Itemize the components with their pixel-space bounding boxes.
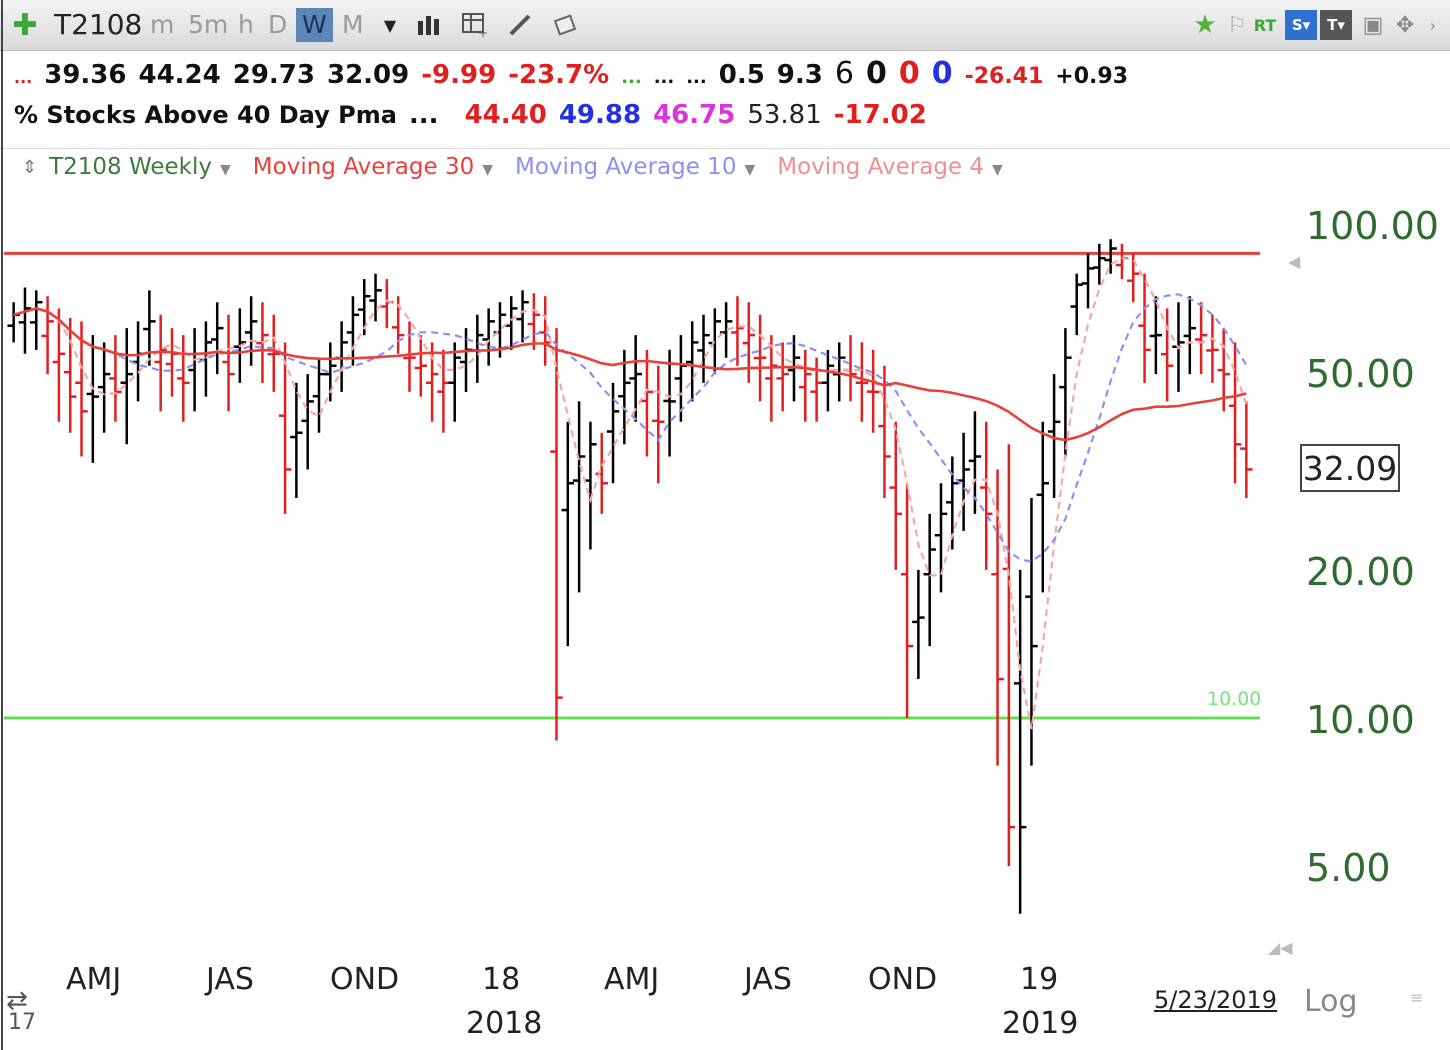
last-price-box: 32.09 <box>1300 444 1400 492</box>
symbol-label[interactable]: T2108 <box>54 8 143 41</box>
last-date-label: 5/23/2019 <box>1154 986 1278 1014</box>
chevron-down-icon: ▼ <box>220 162 231 178</box>
expand-icon[interactable]: › <box>1429 15 1437 35</box>
diff-value: -17.02 <box>833 100 927 130</box>
desc-dots: ... <box>408 100 439 130</box>
timeframe-hour[interactable]: h <box>238 10 254 39</box>
description-row: % Stocks Above 40 Day Pma ... 44.40 49.8… <box>14 100 939 144</box>
value-2: 9.3 <box>776 60 823 90</box>
draw-pencil-icon[interactable] <box>505 10 535 40</box>
value-3: 6 <box>834 56 854 91</box>
chart-toolbar: ✚ T2108 m 5m h D W M ▼ + ★ ⚐ RT S▾ T▾ ▣ … <box>0 0 1450 51</box>
legend-ma4-label: Moving Average 4 <box>777 154 985 180</box>
x-tick-ond-2018: OND <box>868 962 938 997</box>
value-6: 0 <box>931 56 953 91</box>
value-1: 0.5 <box>718 60 765 90</box>
x-year-2019: 2019 <box>1002 1006 1079 1041</box>
timeframe-dropdown-icon[interactable]: ▼ <box>383 15 397 35</box>
bar-style-icon[interactable] <box>415 10 445 40</box>
chevron-down-icon: ▼ <box>482 162 494 178</box>
legend-ma4[interactable]: Moving Average 4 ▼ <box>777 154 1003 180</box>
sort-arrows-icon[interactable]: ⇕ <box>22 156 38 178</box>
legend-ma30-label: Moving Average 30 <box>252 154 475 180</box>
change-value: -9.99 <box>421 60 497 90</box>
template-t-button[interactable]: T▾ <box>1320 10 1352 40</box>
value-4: 0 <box>865 56 887 91</box>
y-tick-20: 20.00 <box>1306 550 1415 594</box>
close-value: 32.09 <box>326 60 410 90</box>
refresh-icon[interactable]: ⇄ <box>6 986 28 1016</box>
svg-text:+: + <box>478 26 488 38</box>
legend-ma10-label: Moving Average 10 <box>515 154 737 180</box>
ma4-value: 46.75 <box>653 100 736 130</box>
chevron-down-icon: ▼ <box>744 162 756 178</box>
chart-legend: ⇕ T2108 Weekly ▼ Moving Average 30 ▼ Movin… <box>0 148 1450 185</box>
ma30-value: 44.40 <box>464 100 547 130</box>
y-tick-100: 100.00 <box>1306 204 1439 248</box>
share-s-button[interactable]: S▾ <box>1285 10 1317 40</box>
high-value: 44.24 <box>138 60 221 90</box>
indicator-name: % Stocks Above 40 Day Pma <box>14 101 397 129</box>
move-icon[interactable]: ✥ <box>1395 12 1415 38</box>
value-8: +0.93 <box>1055 64 1129 89</box>
timeframe-day[interactable]: D <box>268 10 288 39</box>
chevron-down-icon: ▼ <box>992 162 1003 178</box>
value-7: -26.41 <box>964 64 1044 89</box>
log-scale-toggle[interactable]: Log <box>1304 984 1358 1019</box>
timeframe-1min[interactable]: m <box>150 10 175 39</box>
quote-prefix: ... <box>14 68 33 87</box>
ma30-line <box>13 307 1247 442</box>
x-tick-amj-2018: AMJ <box>604 962 660 997</box>
x-tick-jas-2017: JAS <box>206 962 254 997</box>
legend-ma10[interactable]: Moving Average 10 ▼ <box>515 154 755 180</box>
favorite-star-icon[interactable]: ★ <box>1193 10 1217 40</box>
y-tick-5: 5.00 <box>1306 846 1391 890</box>
open-value: 39.36 <box>44 60 127 90</box>
dots-2: ... <box>686 67 707 88</box>
timeframe-month[interactable]: M <box>342 10 364 39</box>
save-icon[interactable]: ▣ <box>1362 12 1384 38</box>
support-level-label: 10.00 <box>1207 688 1262 710</box>
x-left-label: 17 <box>8 1010 36 1035</box>
timeframe-5min[interactable]: 5m <box>188 10 229 39</box>
legend-series[interactable]: T2108 Weekly ▼ <box>49 154 231 180</box>
menu-lines-icon[interactable]: ≡ <box>1410 988 1424 1007</box>
x-tick-jas-2018: JAS <box>744 962 792 997</box>
value-5: 0 <box>898 56 920 91</box>
legend-series-label: T2108 Weekly <box>49 154 213 180</box>
realtime-icon[interactable]: RT <box>1253 15 1277 35</box>
ma10-line <box>13 293 1248 563</box>
x-tick-amj-2017: AMJ <box>66 962 122 997</box>
table-add-icon[interactable]: + <box>460 10 490 40</box>
dots-1: ... <box>653 67 675 88</box>
x-year-2018: 2018 <box>466 1006 543 1041</box>
x-tick-19: 19 <box>1020 962 1059 997</box>
x-tick-ond-2017: OND <box>330 962 400 997</box>
x-tick-18: 18 <box>482 962 521 997</box>
timeframe-week[interactable]: W <box>296 8 333 42</box>
prev-value: 53.81 <box>747 100 822 130</box>
scroll-left-icon[interactable]: ◀ <box>1288 252 1301 271</box>
eraser-icon[interactable] <box>550 10 580 40</box>
y-tick-50: 50.00 <box>1306 352 1415 396</box>
add-chart-icon[interactable]: ✚ <box>12 7 38 43</box>
scroll-arrows-icon[interactable]: ◢◀ <box>1268 938 1293 957</box>
ma10-value: 49.88 <box>558 100 642 130</box>
quote-row: ... 39.36 44.24 29.73 32.09 -9.99 -23.7%… <box>14 56 1140 100</box>
low-value: 29.73 <box>232 60 315 90</box>
y-tick-10: 10.00 <box>1306 698 1415 742</box>
ma4-line <box>13 257 1248 730</box>
flag-icon[interactable]: ⚐ <box>1227 12 1247 38</box>
green-dots: ... <box>621 67 642 88</box>
legend-ma30[interactable]: Moving Average 30 ▼ <box>253 154 493 180</box>
change-pct-value: -23.7% <box>508 60 610 90</box>
